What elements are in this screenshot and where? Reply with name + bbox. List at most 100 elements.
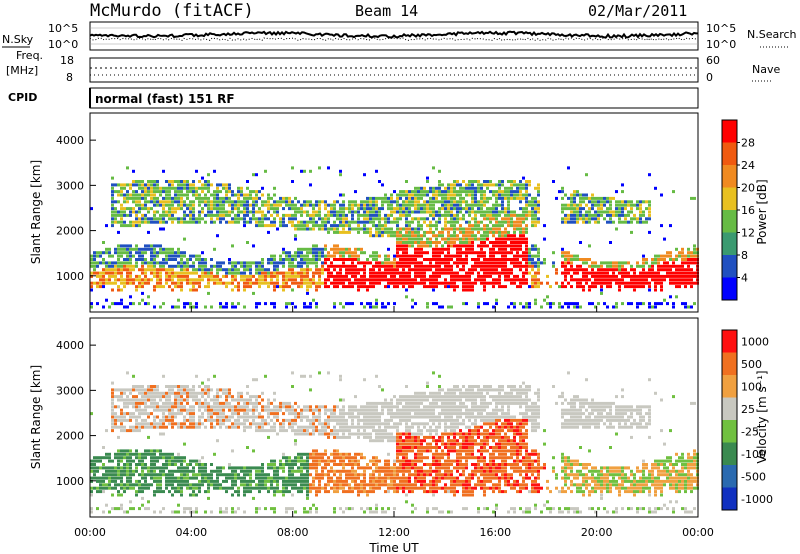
- power-cell: [327, 220, 330, 224]
- velocity-cell: [111, 493, 114, 497]
- power-cell: [294, 278, 297, 282]
- power-cell: [270, 224, 273, 228]
- velocity-cell: [204, 473, 207, 477]
- power-cell: [207, 196, 210, 200]
- power-cell: [381, 224, 384, 228]
- power-cell: [654, 278, 657, 282]
- power-cell: [615, 264, 618, 268]
- power-cell: [501, 234, 504, 238]
- power-cell: [474, 220, 477, 224]
- power-cell: [192, 285, 195, 289]
- power-cell: [183, 274, 186, 278]
- power-cell: [405, 281, 408, 285]
- power-cell: [564, 203, 567, 207]
- velocity-cell: [288, 425, 291, 429]
- velocity-cell: [270, 486, 273, 490]
- power-cell: [138, 254, 141, 258]
- power-cell: [531, 217, 534, 221]
- velocity-cell: [291, 479, 294, 483]
- power-cell: [522, 210, 525, 214]
- power-cell: [249, 210, 252, 214]
- power-cell: [648, 210, 651, 214]
- velocity-cell: [288, 418, 291, 422]
- power-cell: [420, 271, 423, 275]
- power-cell: [351, 220, 354, 224]
- power-cell: [528, 264, 531, 268]
- power-cell: [642, 264, 645, 268]
- power-cell: [663, 298, 666, 302]
- power-cell: [150, 193, 153, 197]
- power-cell: [525, 224, 528, 228]
- power-cell: [291, 258, 294, 261]
- power-cell: [528, 261, 531, 265]
- power-cell: [354, 268, 357, 272]
- velocity-cell: [102, 479, 105, 483]
- power-cell: [135, 190, 138, 194]
- power-cell: [315, 244, 318, 248]
- power-cell: [468, 210, 471, 214]
- power-cell: [459, 227, 462, 231]
- power-cell: [519, 281, 522, 285]
- power-cell: [681, 261, 684, 265]
- power-cell: [660, 268, 663, 272]
- power-cell: [330, 207, 333, 211]
- power-cell: [258, 271, 261, 275]
- power-cell: [201, 210, 204, 214]
- power-cell: [396, 281, 399, 285]
- power-cell: [333, 305, 336, 309]
- power-cell: [681, 254, 684, 258]
- power-cell: [174, 258, 177, 261]
- velocity-cell: [222, 388, 225, 392]
- velocity-cell: [279, 490, 282, 494]
- velocity-cell: [135, 408, 138, 412]
- power-cell: [396, 224, 399, 228]
- power-cell: [615, 302, 618, 306]
- power-cell: [594, 271, 597, 275]
- velocity-cell: [117, 469, 120, 473]
- power-cell: [180, 220, 183, 224]
- velocity-cell: [261, 466, 264, 470]
- velocity-cell: [285, 490, 288, 494]
- date-label: 02/Mar/2011: [588, 2, 687, 20]
- power-cell: [507, 278, 510, 282]
- power-cell: [561, 271, 564, 275]
- power-cell: [174, 186, 177, 190]
- power-cell: [492, 281, 495, 285]
- power-cell: [537, 261, 540, 265]
- velocity-cell: [114, 395, 117, 399]
- power-cell: [396, 278, 399, 282]
- power-cell: [234, 217, 237, 221]
- power-cell: [114, 217, 117, 221]
- power-cell: [519, 278, 522, 282]
- power-cell: [345, 247, 348, 251]
- power-cell: [462, 234, 465, 238]
- power-cell: [483, 230, 486, 234]
- power-cell: [297, 285, 300, 289]
- velocity-cell: [243, 510, 246, 514]
- power-cell: [357, 213, 360, 217]
- power-cell: [243, 281, 246, 285]
- power-cell: [267, 258, 270, 261]
- power-cell: [375, 305, 378, 309]
- velocity-cell: [186, 486, 189, 490]
- power-cbar-tick-label-2: 20: [741, 182, 755, 195]
- power-cell: [174, 200, 177, 204]
- power-cell: [294, 258, 297, 261]
- power-cell: [132, 224, 135, 228]
- power-cell: [429, 190, 432, 194]
- power-cell: [675, 264, 678, 268]
- velocity-cell: [282, 425, 285, 429]
- power-cell: [579, 217, 582, 221]
- velocity-cell: [135, 456, 138, 460]
- power-cell: [255, 268, 258, 272]
- power-cell: [456, 200, 459, 204]
- power-cell: [399, 196, 402, 200]
- power-cell: [348, 264, 351, 268]
- power-cell: [150, 244, 153, 248]
- power-cell: [519, 180, 522, 183]
- power-cell: [624, 207, 627, 211]
- power-cell: [306, 227, 309, 231]
- velocity-cell: [180, 456, 183, 460]
- power-cell: [249, 217, 252, 221]
- velocity-cell: [171, 476, 174, 480]
